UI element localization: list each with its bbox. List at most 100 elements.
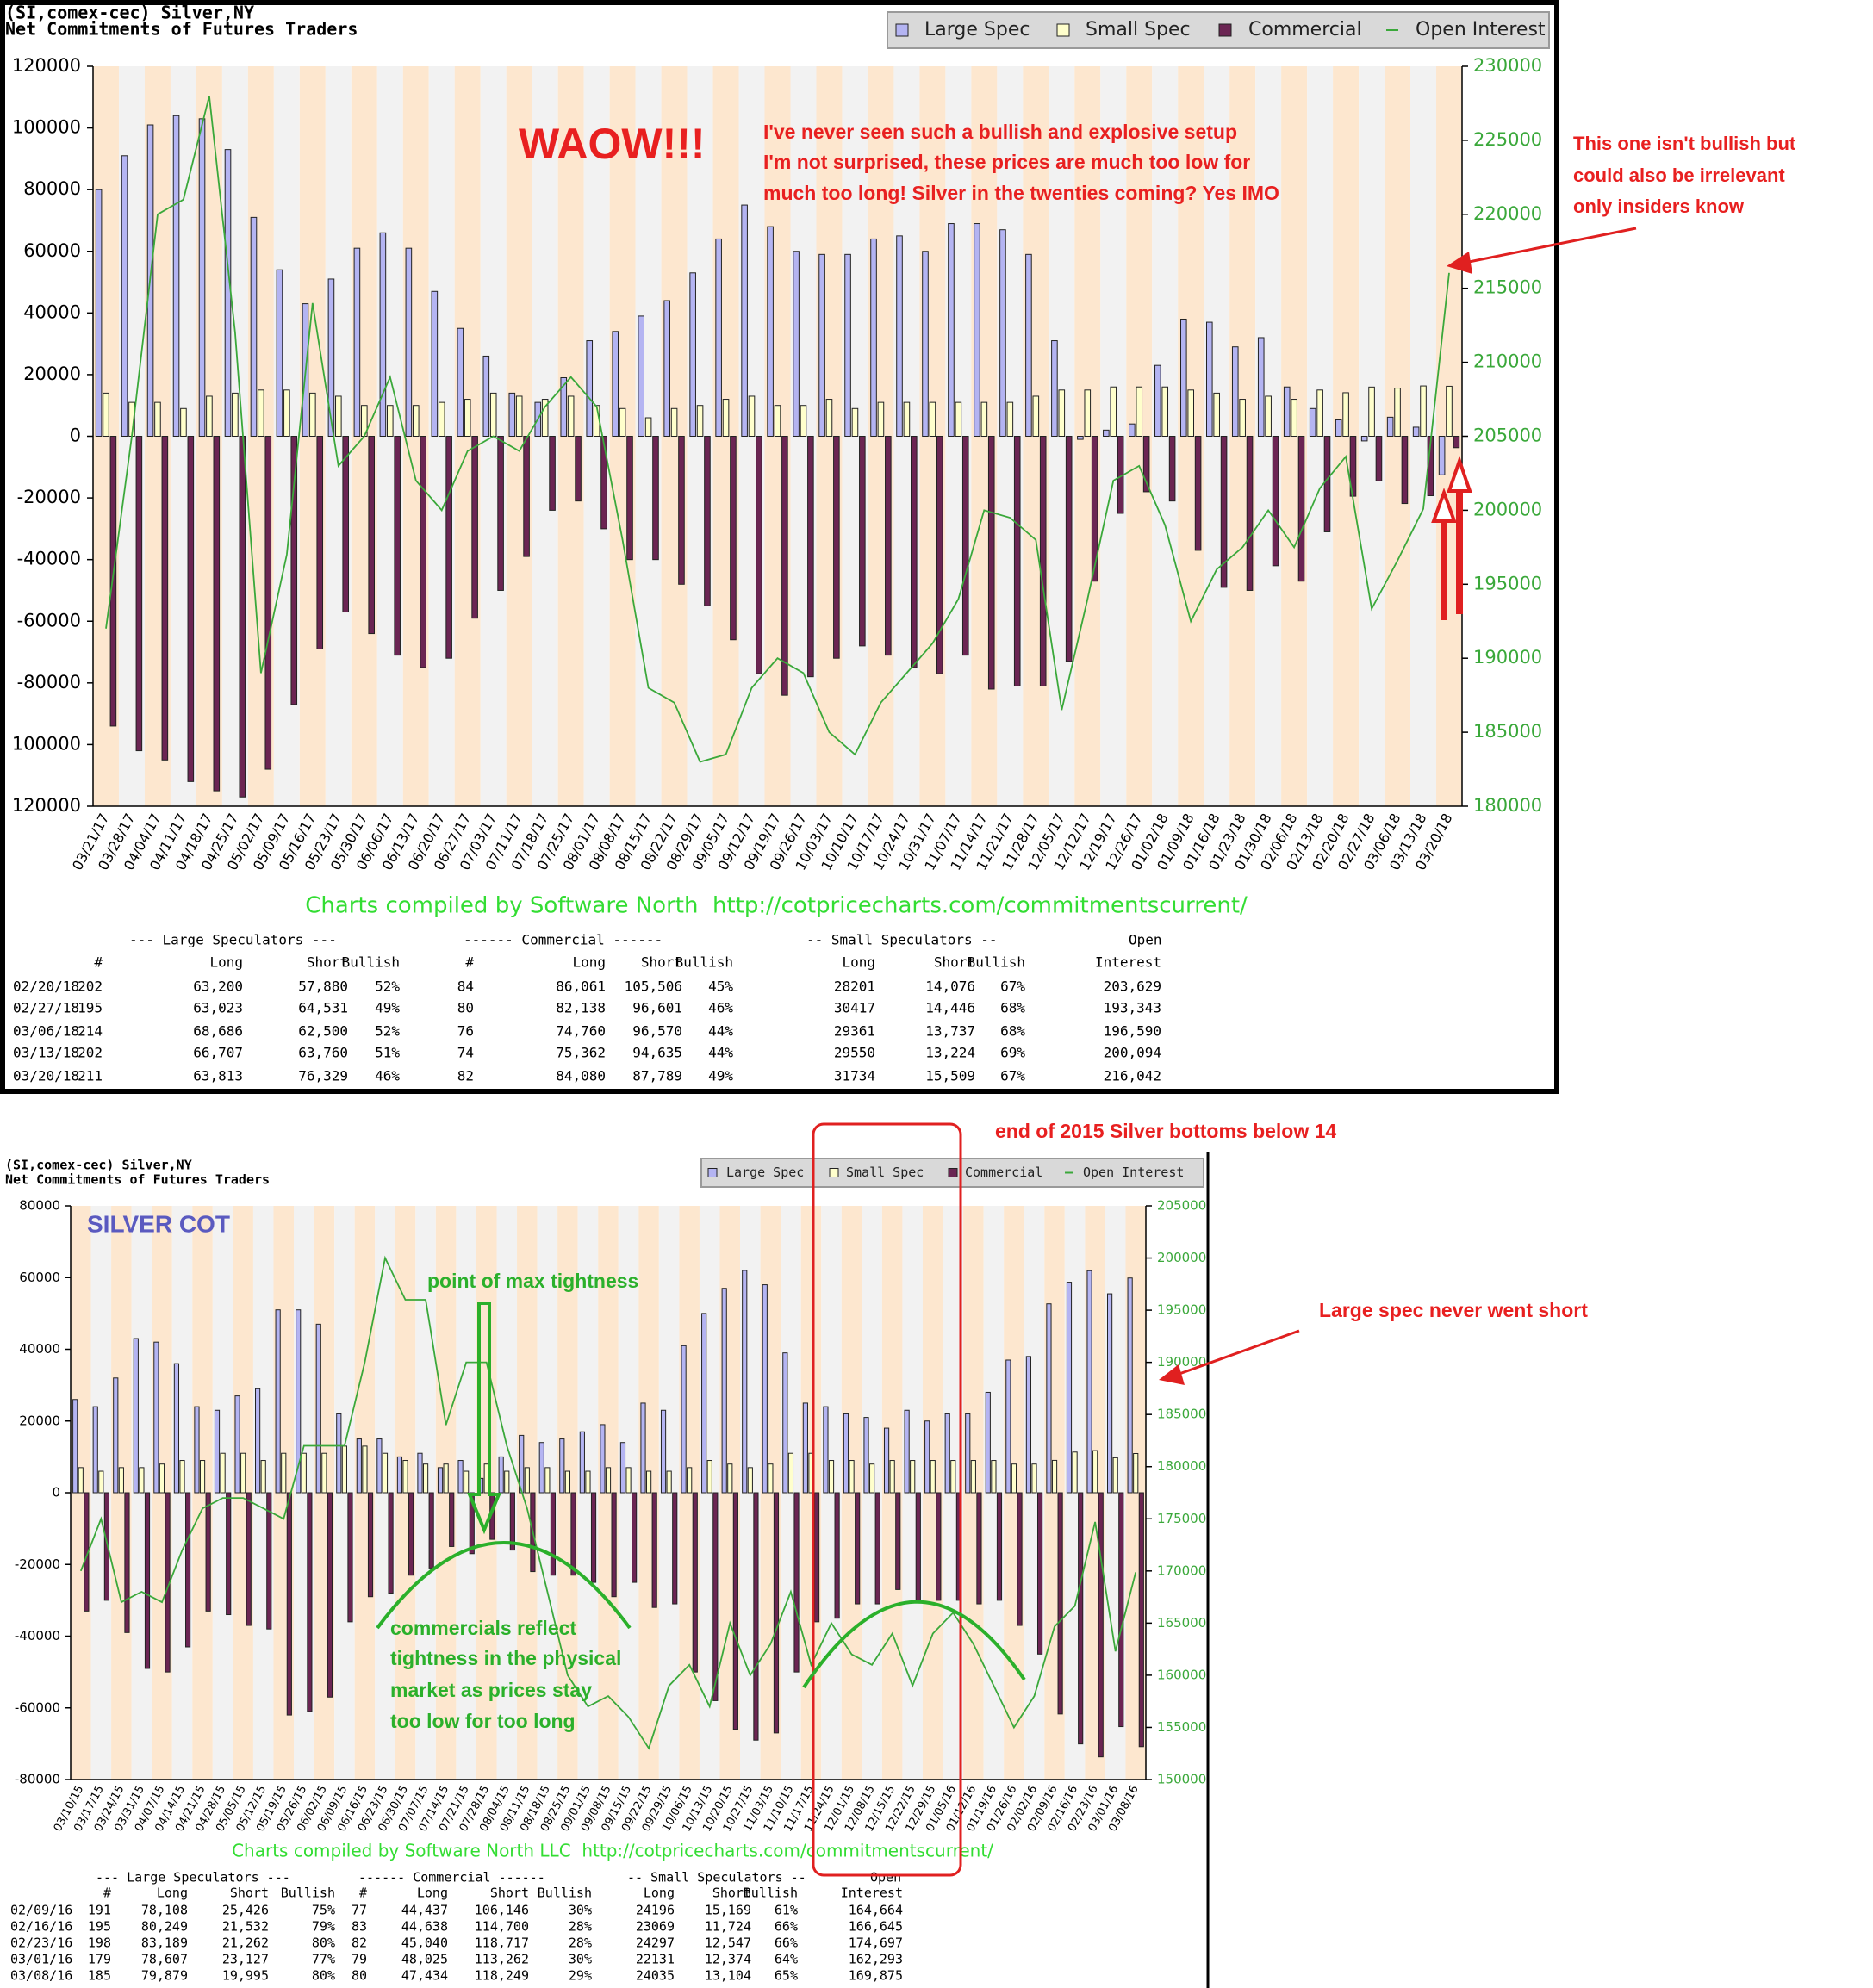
bar: [408, 1492, 414, 1576]
bar: [198, 118, 206, 438]
y-tick-label: 120000: [12, 795, 81, 816]
bar: [290, 436, 298, 705]
bar: [471, 436, 478, 619]
bar: [1283, 386, 1291, 438]
table-cell: 84: [457, 978, 474, 995]
bar: [825, 399, 833, 437]
table-cell: 12,547: [705, 1935, 751, 1951]
bar: [214, 1409, 221, 1494]
table-cell: 28%: [569, 1935, 592, 1951]
legend-label: Commercial: [965, 1165, 1042, 1180]
y2-tick-label: 185000: [1473, 721, 1542, 742]
y2-tick-label: 195000: [1157, 1302, 1206, 1318]
bar: [747, 1467, 753, 1494]
bar: [1057, 1492, 1063, 1715]
bar: [813, 1492, 820, 1623]
bar: [660, 1409, 667, 1494]
bar: [1039, 436, 1047, 686]
bar: [336, 1413, 342, 1494]
table-cell: 96,601: [632, 1000, 682, 1016]
y-tick-label: 60000: [19, 1270, 60, 1285]
frame: [0, 0, 1559, 1094]
bar: [924, 1420, 930, 1494]
table-cell: 02/27/18: [13, 1000, 79, 1016]
table-cell: 76,329: [298, 1068, 348, 1084]
bar: [224, 149, 232, 437]
table-group-header: --- Large Speculators ---: [96, 1870, 290, 1885]
bar: [1394, 388, 1401, 437]
bar: [605, 1467, 612, 1494]
legend-swatch: [829, 1168, 839, 1177]
y2-tick-label: 180000: [1473, 795, 1542, 816]
table-cell: 76: [457, 1023, 474, 1040]
bar: [1058, 389, 1066, 437]
table-cell: 214: [78, 1023, 103, 1040]
table-cell: 195: [78, 1000, 103, 1016]
table-cell: 63,813: [193, 1068, 243, 1084]
bar: [782, 1352, 788, 1494]
bar: [911, 436, 918, 668]
bar: [823, 1406, 829, 1494]
bar: [124, 1492, 130, 1633]
bar: [849, 1460, 855, 1494]
table-cell: 74: [457, 1045, 474, 1061]
bar: [781, 436, 788, 696]
y-tick-label: 80000: [19, 1198, 60, 1214]
bar: [428, 1492, 434, 1569]
chart-subtitle: Net Commitments of Futures Traders: [5, 19, 358, 40]
bar: [353, 247, 361, 437]
bar: [386, 405, 394, 438]
y2-tick-label: 200000: [1473, 499, 1542, 519]
table-cell: 03/13/18: [13, 1045, 79, 1061]
bar: [508, 392, 516, 437]
annotation: SILVER COT: [87, 1210, 230, 1237]
table-cell: 44,638: [401, 1919, 448, 1935]
bar: [844, 253, 851, 437]
annotation: end of 2015 Silver bottoms below 14: [995, 1120, 1336, 1142]
bar: [904, 1409, 910, 1494]
y-tick-label: -60000: [15, 1699, 60, 1715]
table-cell: 196,590: [1104, 1023, 1161, 1040]
y-tick-label: 100000: [12, 117, 81, 138]
table-cell: 03/01/16: [10, 1952, 72, 1967]
table-cell: 113,262: [475, 1952, 529, 1967]
bar: [226, 1492, 232, 1616]
bar: [172, 115, 180, 437]
bar: [611, 1492, 617, 1598]
bar: [1246, 436, 1254, 591]
bar: [1335, 419, 1342, 437]
footer-credit: Charts compiled by Software North http:/…: [305, 893, 1248, 919]
highlight-box: [812, 1122, 962, 1877]
bar: [1098, 1492, 1104, 1758]
table-column-header: Short: [712, 1885, 751, 1901]
legend-swatch: [1056, 23, 1070, 37]
bar: [544, 1467, 551, 1494]
bar: [1065, 436, 1073, 662]
y-tick-label: 20000: [19, 1413, 60, 1428]
bar: [255, 1388, 261, 1494]
y-tick-label: -20000: [15, 1556, 60, 1572]
bar: [1205, 321, 1213, 437]
bar: [1005, 1359, 1011, 1494]
bar: [260, 1460, 266, 1494]
bar: [586, 340, 594, 438]
bar: [640, 1402, 646, 1494]
table-column-header: Short: [307, 954, 348, 971]
bar: [457, 327, 464, 437]
table-cell: 45,040: [401, 1935, 448, 1951]
table-cell: 162,293: [849, 1952, 903, 1967]
bar: [619, 407, 626, 438]
legend-swatch: [707, 1168, 718, 1177]
bar: [651, 1492, 657, 1608]
bar: [1180, 318, 1187, 437]
bar: [103, 392, 109, 437]
bar: [457, 1460, 464, 1494]
table-cell: 13,104: [705, 1968, 751, 1984]
bar: [301, 1452, 307, 1494]
bar: [895, 1492, 901, 1590]
table-cell: 44%: [708, 1045, 733, 1061]
bar: [600, 436, 607, 530]
bar: [1420, 385, 1427, 438]
table-cell: 61%: [775, 1903, 798, 1918]
annotation: market as prices stay: [390, 1679, 592, 1701]
